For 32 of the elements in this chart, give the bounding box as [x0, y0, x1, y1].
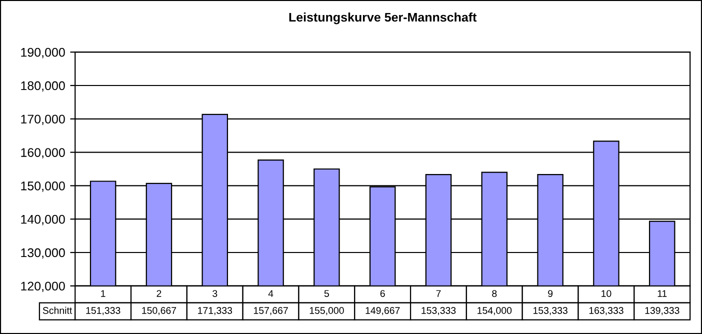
- data-label: 155,000: [310, 307, 344, 316]
- x-tick-label: 9: [548, 290, 553, 297]
- y-tick-label: 170,000: [21, 114, 65, 126]
- x-tick-label: 11: [658, 290, 667, 297]
- text: Schnitt: [42, 306, 72, 314]
- data-label: 150,667: [142, 307, 176, 316]
- x-tick-label: 10: [602, 290, 612, 297]
- x-tick-label: 8: [492, 290, 497, 297]
- data-label: 154,000: [478, 307, 512, 316]
- data-label: 153,333: [422, 307, 456, 316]
- x-tick-label: 2: [156, 290, 162, 297]
- x-tick-label: 5: [324, 290, 329, 297]
- y-tick-label: 140,000: [21, 214, 65, 226]
- x-tick-label: 7: [436, 290, 441, 297]
- data-label: 157,667: [254, 307, 288, 316]
- data-label: 153,333: [533, 307, 568, 316]
- y-tick-label: 190,000: [21, 48, 65, 58]
- data-label: 139,333: [645, 307, 680, 316]
- y-tick-label: 150,000: [21, 182, 65, 192]
- x-tick-label: 4: [268, 290, 274, 297]
- x-tick-label: 6: [380, 290, 385, 297]
- data-label: 149,667: [366, 307, 400, 316]
- y-tick-label: 130,000: [21, 248, 65, 259]
- data-label: 171,333: [198, 307, 232, 316]
- data-label: 151,333: [86, 307, 120, 316]
- chart-title: Leistungskurve 5er-Mannschaft: [289, 12, 477, 24]
- x-tick-label: 1: [101, 290, 106, 297]
- y-tick-label: 160,000: [21, 148, 65, 158]
- y-tick-label: 120,000: [21, 282, 65, 292]
- y-tick-label: 180,000: [21, 81, 65, 92]
- data-label: 163,333: [589, 307, 624, 316]
- x-tick-label: 3: [212, 290, 218, 297]
